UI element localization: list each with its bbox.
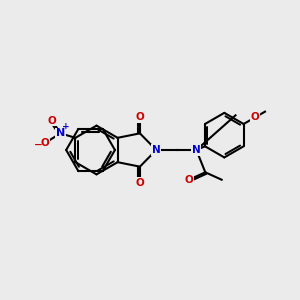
Text: O: O bbox=[184, 175, 193, 185]
Text: N: N bbox=[192, 145, 201, 155]
Text: O: O bbox=[251, 112, 260, 122]
Text: −: − bbox=[34, 140, 43, 149]
Text: N: N bbox=[152, 145, 161, 155]
Text: +: + bbox=[62, 122, 70, 131]
Text: O: O bbox=[48, 116, 57, 126]
Text: O: O bbox=[41, 138, 50, 148]
Text: O: O bbox=[136, 178, 144, 188]
Text: N: N bbox=[56, 128, 65, 138]
Text: O: O bbox=[136, 112, 144, 122]
